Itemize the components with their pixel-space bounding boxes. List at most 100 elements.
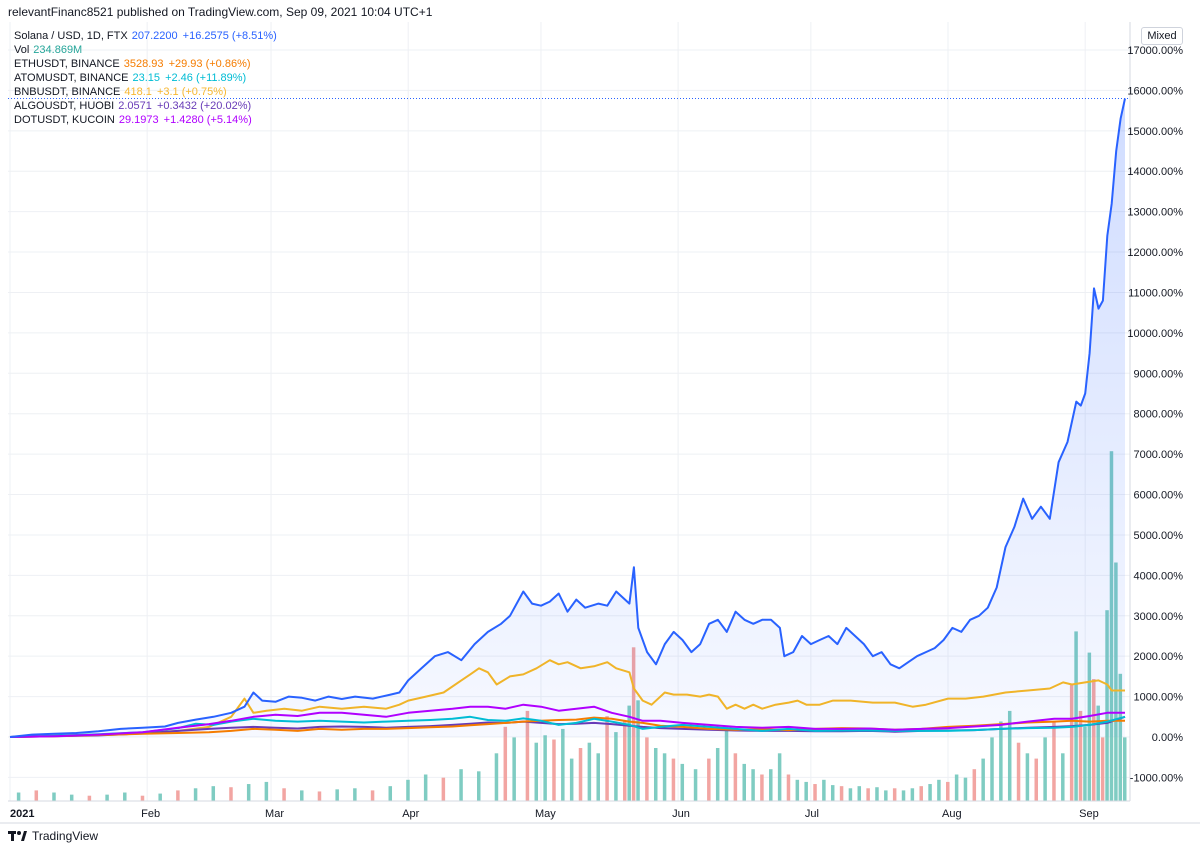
volume-bar (87, 795, 92, 801)
volume-bar (105, 794, 109, 801)
volume-bar (1100, 737, 1105, 801)
volume-bar (884, 790, 888, 801)
x-tick-label: Mar (265, 808, 284, 820)
volume-bar (724, 726, 729, 801)
volume-bar (627, 705, 631, 801)
volume-bar (264, 781, 269, 801)
volume-bar (1007, 710, 1012, 801)
volume-bar (605, 716, 609, 801)
volume-bar (123, 792, 127, 801)
y-tick-label: 17000.00% (1127, 45, 1183, 57)
publish-header: relevantFinanc8521 published on TradingV… (8, 5, 433, 19)
volume-bar (839, 786, 844, 801)
volume-bar (645, 737, 649, 801)
volume-bar (459, 769, 463, 801)
legend-change: +29.93 (+0.86%) (165, 58, 251, 70)
solana-area-fill (10, 98, 1125, 737)
legend-row: DOTUSDT, KUCOIN 29.1973 +1.4280 (+5.14%) (14, 113, 277, 127)
volume-bar (981, 758, 985, 801)
volume-bar (494, 753, 499, 801)
y-tick-label: 6000.00% (1133, 490, 1183, 502)
volume-bar (587, 742, 592, 801)
volume-bar (1016, 742, 1021, 801)
volume-bar (596, 753, 600, 801)
volume-bar (1061, 753, 1065, 801)
volume-bar (69, 794, 74, 801)
scale-mode-button[interactable]: Mixed (1141, 27, 1183, 45)
volume-bar (822, 779, 826, 801)
volume-bar (569, 758, 574, 801)
volume-bar (34, 790, 39, 801)
volume-bar (866, 788, 870, 801)
y-tick-label: 9000.00% (1133, 368, 1183, 380)
series-line (9, 659, 1125, 738)
legend-symbol: ATOMUSDT, BINANCE (14, 72, 129, 84)
tradingview-brand-label: TradingView (32, 829, 99, 843)
legend-value: 207.2200 (131, 30, 178, 42)
legend-symbol: DOTUSDT, KUCOIN (14, 114, 115, 126)
volume-bar (813, 784, 817, 801)
legend-change: +2.46 (+11.89%) (162, 72, 247, 84)
volume-bar (857, 786, 862, 801)
legend-row: BNBUSDT, BINANCE 418.1 +3.1 (+0.75%) (14, 85, 277, 99)
volume-bar (937, 779, 941, 801)
y-tick-label: 16000.00% (1127, 85, 1183, 97)
y-tick-label: 13000.00% (1127, 207, 1183, 219)
volume-bar (919, 786, 923, 801)
volume-bar (1025, 753, 1030, 801)
volume-bar (176, 790, 180, 801)
volume-bar (1043, 737, 1047, 801)
volume-bar (946, 781, 950, 801)
tradingview-logo-icon (8, 831, 27, 841)
volume-bar (477, 771, 481, 801)
volume-bar (804, 781, 808, 801)
legend-row: Solana / USD, 1D, FTX 207.2200 +16.2575 (… (14, 29, 277, 43)
y-tick-label: 8000.00% (1133, 409, 1183, 421)
legend-symbol: ETHUSDT, BINANCE (14, 58, 120, 70)
y-tick-label: 11000.00% (1128, 287, 1183, 299)
volume-bar (963, 777, 968, 801)
y-tick-label: 2000.00% (1133, 651, 1183, 663)
volume-bar (751, 769, 755, 801)
volume-bar (786, 774, 791, 801)
legend-change: +0.3432 (+20.02%) (153, 100, 252, 112)
volume-bar (901, 790, 906, 801)
volume-bar (848, 788, 853, 801)
volume-bar (1123, 737, 1127, 801)
series-line (9, 716, 1125, 738)
y-tick-label: 4000.00% (1133, 570, 1183, 582)
x-tick-label: Sep (1079, 808, 1099, 820)
volume-bar (211, 786, 216, 801)
volume-bar (671, 758, 676, 801)
y-tick-label: 7000.00% (1133, 449, 1183, 461)
volume-bar (1096, 705, 1100, 801)
volume-bar (16, 792, 21, 801)
volume-bar (578, 748, 583, 801)
volume-bar (777, 753, 782, 801)
volume-bar (441, 777, 446, 801)
legend-value: 2.0571 (118, 100, 152, 112)
volume-bar (623, 721, 627, 801)
volume-bar (512, 737, 516, 801)
chart-axes: 17000.00% 16000.00% 15000.00% 14000.00% 1300… (0, 22, 1200, 824)
volume-bar (769, 769, 773, 801)
y-tick-label: 14000.00% (1127, 166, 1183, 178)
volume-bar (892, 788, 897, 801)
volume-bar (760, 774, 764, 801)
volume-bar (300, 790, 304, 801)
volume-bar (335, 789, 339, 801)
series-line (9, 715, 1126, 738)
volume-bar (370, 790, 375, 801)
volume-bar (928, 784, 932, 801)
y-tick-label: 12000.00% (1127, 247, 1183, 259)
tradingview-brand[interactable]: TradingView (8, 829, 98, 843)
volume-bar (503, 726, 508, 801)
legend-symbol: ALGOUSDT, HUOBI (14, 100, 115, 112)
y-tick-label: 5000.00% (1133, 530, 1183, 542)
y-tick-label: 3000.00% (1133, 611, 1183, 623)
legend-row: ETHUSDT, BINANCE 3528.93 +29.93 (+0.86%) (14, 57, 277, 71)
volume-bar (406, 779, 410, 801)
volume-bar (282, 788, 286, 801)
series-line (9, 98, 1126, 738)
